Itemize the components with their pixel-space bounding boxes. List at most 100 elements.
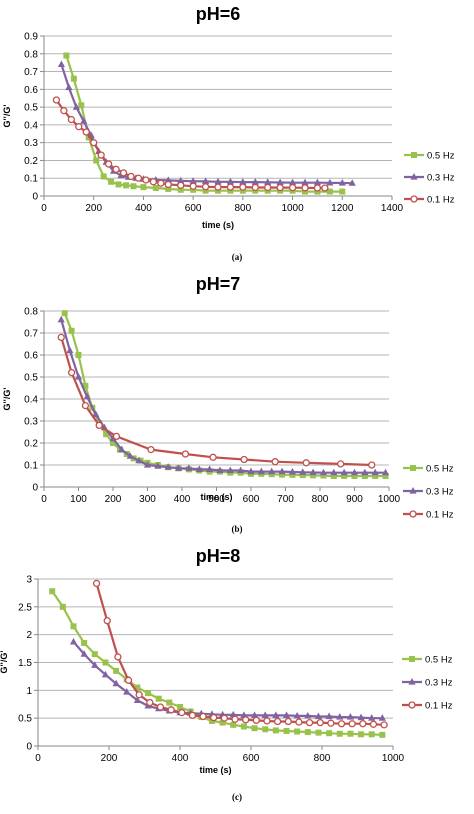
data-point	[92, 410, 100, 417]
y-tick-label: 0.5	[24, 373, 38, 384]
data-point	[189, 182, 197, 190]
data-point	[368, 461, 376, 469]
data-point	[252, 716, 260, 725]
data-point	[177, 704, 183, 711]
data-point	[304, 729, 311, 736]
series-0-1-hz	[57, 333, 376, 469]
x-tick-label: 1000	[378, 494, 401, 505]
data-point	[208, 717, 215, 724]
data-point	[155, 695, 162, 702]
data-point	[104, 160, 113, 168]
data-point	[112, 432, 121, 441]
series-0-3-hz	[69, 637, 386, 721]
data-point	[340, 468, 348, 476]
x-tick-label: 800	[314, 753, 331, 764]
data-point	[313, 178, 322, 186]
data-point	[124, 676, 133, 684]
data-point	[279, 471, 286, 478]
data-point	[152, 185, 159, 191]
data-point	[226, 183, 235, 191]
data-point	[226, 177, 235, 185]
x-tick-label: 200	[85, 203, 102, 214]
legend-label: 0.3 Hz	[427, 173, 455, 184]
data-point	[310, 472, 317, 479]
data-point	[165, 185, 172, 192]
data-point	[337, 720, 346, 728]
data-point	[181, 450, 190, 458]
legend-label: 0.5 Hz	[425, 655, 453, 666]
data-point	[283, 727, 290, 734]
legend-label: 0.1 Hz	[427, 195, 455, 206]
data-point	[166, 699, 173, 706]
data-point	[72, 103, 80, 110]
x-tick-label: 1000	[382, 753, 405, 764]
data-point	[118, 445, 126, 453]
chart-panel: pH=6 0 0.1 0.2 0.3 0.4 0.5 0.6 0.7 0.8 0.9 0 200 400 6…	[2, 4, 455, 262]
data-point	[251, 183, 259, 192]
data-point	[103, 431, 110, 438]
data-point	[185, 464, 193, 471]
x-tick-label: 200	[105, 494, 122, 505]
series-0-1-hz	[52, 96, 329, 192]
data-point	[325, 712, 333, 720]
chart-title: pH=7	[196, 274, 241, 294]
data-point	[288, 468, 296, 475]
data-point	[134, 174, 143, 182]
data-point	[188, 711, 197, 720]
data-point	[284, 717, 292, 726]
data-point	[69, 637, 78, 645]
data-point	[314, 712, 323, 720]
data-point	[382, 473, 389, 479]
data-point	[63, 52, 70, 59]
data-point	[242, 716, 250, 724]
data-point	[337, 460, 345, 468]
data-point	[52, 96, 61, 104]
data-point	[164, 180, 172, 189]
data-point	[220, 714, 229, 722]
series-0-5-hz	[63, 52, 346, 195]
y-tick-label: 0.1	[24, 461, 38, 472]
data-point	[257, 467, 265, 475]
x-tick-label: 800	[235, 203, 252, 214]
y-tick-label: 0	[32, 192, 38, 203]
data-point	[250, 711, 259, 718]
data-point	[177, 181, 185, 189]
legend-label: 0.5 Hz	[426, 464, 454, 475]
series-line	[60, 337, 372, 467]
data-point	[140, 184, 147, 191]
chart-panel: pH=8 0 0.5 1 1.5 2 2.5 3 0 200 400 600 800 1000 time (…	[0, 546, 453, 802]
data-point	[210, 713, 218, 722]
data-point	[231, 715, 239, 723]
x-axis-label: time (s)	[199, 765, 231, 775]
data-point	[80, 650, 88, 657]
x-tick-label: 900	[346, 494, 363, 505]
data-point	[326, 178, 334, 186]
y-tick-label: 0	[32, 483, 38, 494]
data-point	[358, 731, 365, 738]
data-point	[326, 188, 333, 195]
data-point	[127, 172, 135, 181]
data-point	[157, 179, 165, 187]
data-point	[226, 466, 234, 474]
data-point	[361, 468, 369, 476]
data-point	[380, 721, 388, 729]
data-point	[288, 178, 297, 186]
data-point	[67, 115, 75, 124]
legend-marker	[410, 195, 418, 203]
data-point	[272, 727, 279, 734]
x-tick-label: 600	[243, 494, 260, 505]
data-point	[309, 468, 317, 476]
x-tick-label: 400	[172, 753, 189, 764]
x-tick-label: 600	[185, 203, 202, 214]
data-point	[348, 720, 356, 728]
y-tick-label: 1.5	[18, 658, 32, 669]
data-point	[209, 453, 217, 461]
data-point	[74, 373, 83, 380]
data-point	[142, 176, 150, 184]
legend-label: 0.1 Hz	[426, 510, 454, 521]
data-point	[177, 186, 184, 193]
x-axis-label: time (s)	[202, 220, 234, 230]
x-tick-label: 1000	[281, 203, 304, 214]
data-point	[299, 468, 307, 475]
x-tick-label: 300	[139, 494, 156, 505]
